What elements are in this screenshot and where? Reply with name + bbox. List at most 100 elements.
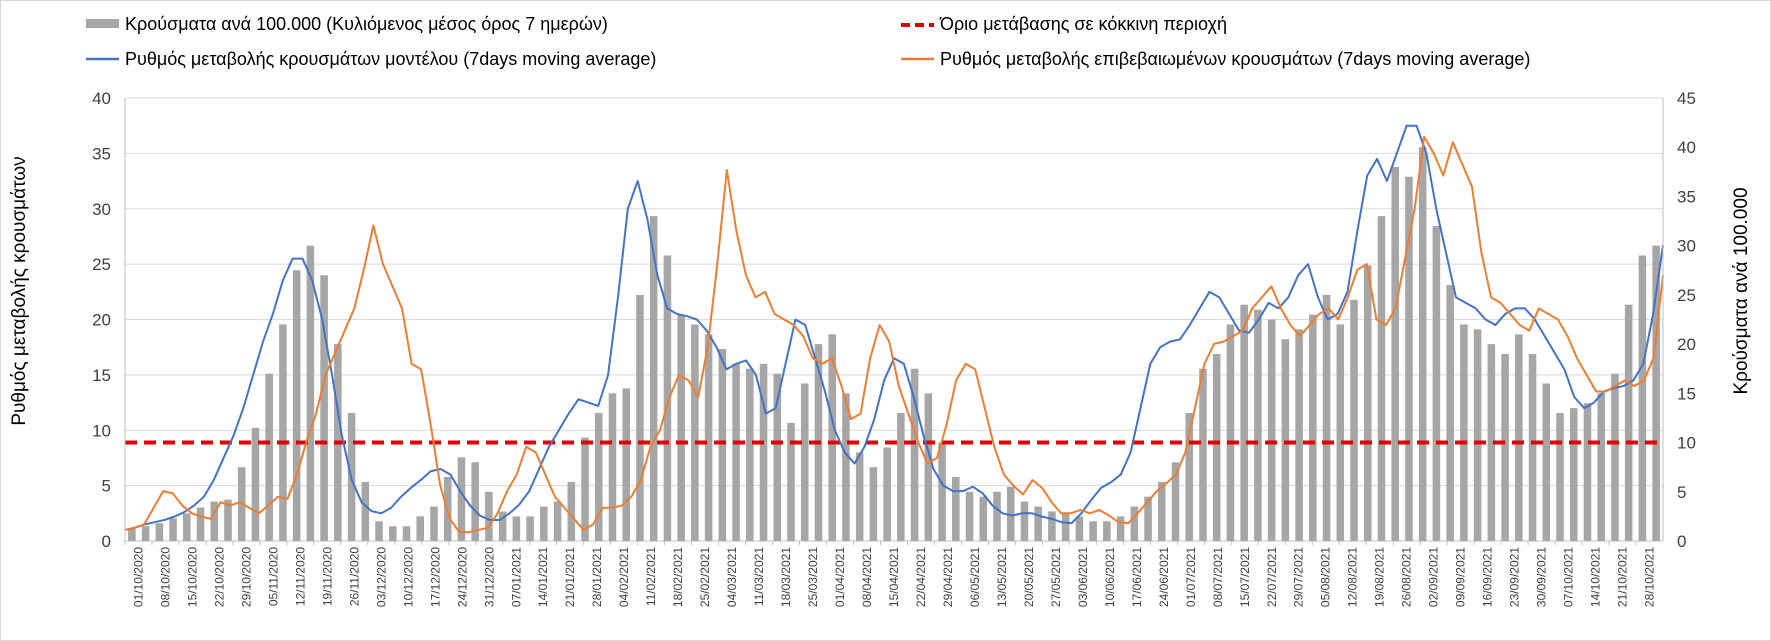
legend-label-threshold: Όριο μετάβασης σε κόκκινη περιοχή (939, 14, 1227, 34)
x-tick-label: 26/11/2020 (347, 547, 361, 606)
x-tick-label: 08/07/2021 (1211, 547, 1225, 607)
bar (1061, 513, 1070, 541)
y-tick-right-label: 10 (1677, 434, 1696, 453)
bar (800, 383, 809, 541)
x-tick-label: 27/05/2021 (1049, 547, 1063, 607)
bar (485, 491, 493, 541)
x-tick-label: 24/12/2020 (455, 547, 469, 607)
bar (1432, 225, 1441, 541)
x-tick-label: 05/08/2021 (1319, 547, 1333, 607)
x-tick-label: 09/09/2021 (1454, 547, 1468, 607)
y-axis-left-title: Ρυθμός μεταβολής κρουσμάτων (9, 156, 30, 425)
bar-series (128, 147, 1660, 541)
bar (993, 491, 1001, 541)
bar (594, 413, 603, 541)
x-tick-label: 15/07/2021 (1238, 547, 1252, 607)
bar (1116, 516, 1125, 541)
x-tick-label: 03/06/2021 (1076, 547, 1090, 607)
bar (1212, 353, 1221, 541)
x-tick-label: 01/04/2021 (833, 547, 847, 607)
bar (1267, 319, 1276, 541)
bar (704, 334, 713, 541)
x-tick-label: 28/01/2021 (590, 547, 604, 607)
bar (1501, 353, 1509, 541)
axes: 0 5 10 15 20 25 30 35 40 0 5 10 15 20 25 30 35 40 45 01/10/… (92, 89, 1696, 607)
x-tick-label: 14/10/2021 (1589, 547, 1603, 607)
bar (1130, 506, 1139, 541)
bar (1158, 481, 1166, 541)
x-tick-label: 12/11/2020 (293, 547, 307, 606)
x-tick-label: 19/08/2021 (1373, 547, 1387, 607)
bar (855, 452, 864, 541)
bar (1556, 413, 1564, 541)
x-tick-label: 01/07/2021 (1184, 547, 1198, 607)
bar (773, 373, 782, 541)
confirmed-rate-line (124, 135, 1664, 534)
x-tick-label: 29/04/2021 (941, 547, 955, 607)
bar (1446, 285, 1454, 541)
bar (1089, 521, 1097, 541)
bar (581, 437, 589, 541)
bar (1254, 309, 1262, 541)
bar (375, 521, 383, 541)
bar (622, 388, 630, 541)
y-tick-right-label: 35 (1677, 187, 1696, 206)
legend: Κρούσματα ανά 100.000 (Κυλιόμενος μέσος … (86, 14, 1530, 69)
bar (842, 393, 850, 541)
bar (183, 513, 191, 541)
x-tick-label: 17/12/2020 (428, 547, 442, 607)
x-tick-label: 04/02/2021 (617, 547, 631, 607)
bar (759, 363, 768, 541)
bar (1020, 501, 1029, 541)
bar (1377, 216, 1386, 541)
x-tick-label: 22/07/2021 (1265, 547, 1279, 607)
x-tick-label: 12/08/2021 (1346, 547, 1360, 607)
bar (251, 427, 260, 541)
bar (746, 368, 754, 541)
x-tick-label: 04/03/2021 (725, 547, 739, 607)
bar (1405, 176, 1413, 541)
bar (1542, 383, 1551, 541)
bar (1624, 304, 1633, 541)
x-tick-label: 22/04/2021 (914, 547, 928, 607)
bar (402, 526, 411, 541)
bar (169, 518, 177, 541)
x-tick-label: 03/12/2020 (374, 547, 388, 607)
bar (1638, 255, 1647, 541)
bar (1006, 486, 1015, 541)
x-tick-label: 05/11/2020 (266, 547, 280, 606)
y-tick-left-label: 15 (92, 366, 111, 385)
legend-label-bars: Κρούσματα ανά 100.000 (Κυλιόμενος μέσος … (125, 14, 608, 34)
bar (196, 507, 205, 541)
x-tick-label: 23/09/2021 (1508, 547, 1522, 607)
y-tick-left-label: 20 (92, 311, 111, 330)
x-tick-label: 17/06/2021 (1130, 547, 1144, 607)
y-tick-right-label: 40 (1677, 138, 1696, 157)
x-tick-label: 22/10/2020 (212, 547, 226, 607)
x-tick-label: 11/03/2021 (752, 547, 766, 606)
bar (540, 506, 548, 541)
bar (828, 334, 836, 541)
bar (1460, 324, 1468, 541)
x-tick-label: 10/06/2021 (1103, 547, 1117, 607)
bar (965, 491, 974, 541)
bar (787, 422, 795, 541)
bar (430, 506, 438, 541)
bar (1583, 403, 1592, 541)
bar (1473, 329, 1482, 541)
y-tick-left-label: 0 (102, 532, 111, 551)
bar (1048, 511, 1056, 541)
bar (265, 373, 273, 541)
x-tick-label: 16/09/2021 (1481, 547, 1495, 607)
bar (553, 501, 562, 541)
bar (389, 526, 397, 541)
x-tick-label: 14/01/2021 (536, 547, 550, 607)
bar (1322, 294, 1331, 541)
bar (1309, 314, 1317, 541)
x-tick-label: 30/09/2021 (1535, 547, 1549, 607)
bar (924, 393, 933, 541)
x-tick-label: 20/05/2021 (1022, 547, 1036, 607)
bar (636, 294, 644, 541)
bar (691, 324, 699, 541)
